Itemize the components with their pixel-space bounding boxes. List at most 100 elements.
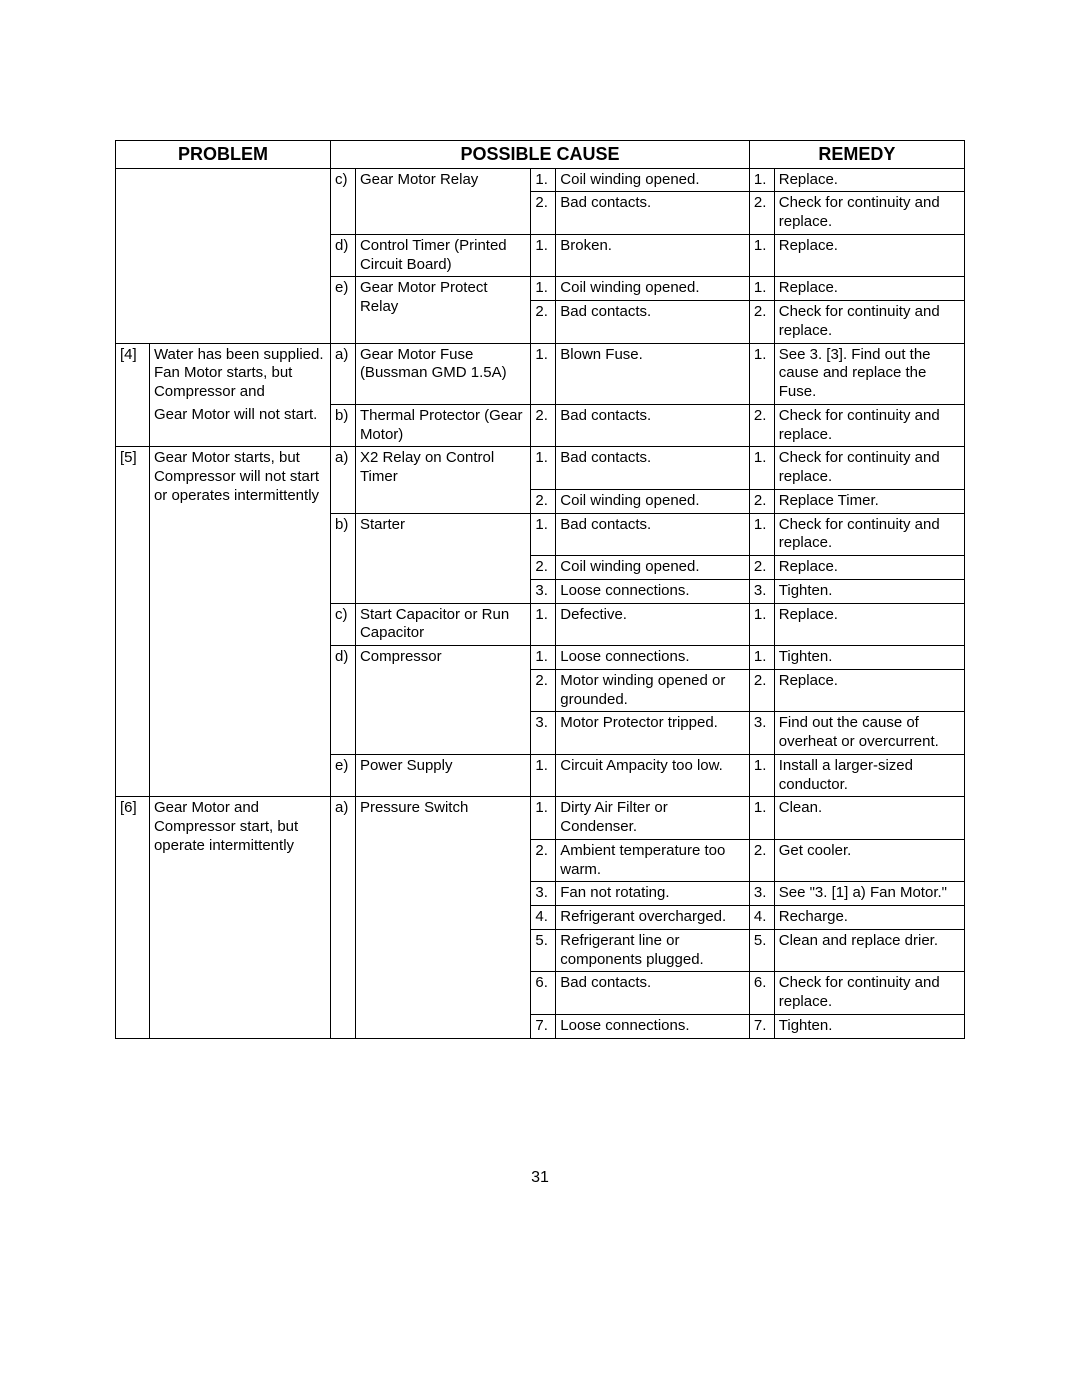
remedy-text: Get cooler. [774, 839, 964, 882]
table-row: [6] Gear Motor and Compressor start, but… [116, 797, 965, 840]
remedy-num: 2. [749, 839, 774, 882]
troubleshooting-table: PROBLEM POSSIBLE CAUSE REMEDY c) Gear Mo… [115, 140, 965, 1039]
page-number: 31 [0, 1169, 1080, 1187]
item-text: Loose connections. [556, 1014, 750, 1038]
item-num: 1. [531, 234, 556, 277]
cause-marker: a) [331, 447, 356, 513]
remedy-text: See "3. [1] a) Fan Motor." [774, 882, 964, 906]
remedy-text: Replace. [774, 277, 964, 301]
remedy-num: 2. [749, 301, 774, 344]
remedy-num: 3. [749, 882, 774, 906]
cause-text: Gear Motor Protect Relay [355, 277, 530, 343]
problem-text: Gear Motor and Compressor start, but ope… [149, 797, 330, 1038]
header-problem: PROBLEM [116, 141, 331, 169]
cause-marker: a) [331, 797, 356, 1038]
item-text: Refrigerant line or components plugged. [556, 929, 750, 972]
header-cause: POSSIBLE CAUSE [331, 141, 750, 169]
item-text: Coil winding opened. [556, 556, 750, 580]
table-row: c) Gear Motor Relay 1. Coil winding open… [116, 168, 965, 192]
cause-text: Start Capacitor or Run Capacitor [355, 603, 530, 646]
item-text: Bad contacts. [556, 404, 750, 447]
remedy-text: Install a larger-sized conductor. [774, 754, 964, 797]
remedy-num: 1. [749, 646, 774, 670]
remedy-num: 2. [749, 669, 774, 712]
cause-marker: b) [331, 404, 356, 447]
item-num: 2. [531, 301, 556, 344]
item-num: 2. [531, 839, 556, 882]
remedy-text: Check for continuity and replace. [774, 447, 964, 490]
item-num: 2. [531, 192, 556, 235]
remedy-num: 1. [749, 754, 774, 797]
remedy-num: 2. [749, 404, 774, 447]
problem-num: [4] [116, 343, 150, 404]
remedy-num: 1. [749, 797, 774, 840]
remedy-text: Check for continuity and replace. [774, 513, 964, 556]
item-text: Bad contacts. [556, 301, 750, 344]
remedy-text: Clean. [774, 797, 964, 840]
item-num: 3. [531, 712, 556, 755]
remedy-text: Check for continuity and replace. [774, 192, 964, 235]
remedy-text: Clean and replace drier. [774, 929, 964, 972]
cause-text: Power Supply [355, 754, 530, 797]
item-text: Blown Fuse. [556, 343, 750, 404]
problem-text: Water has been supplied. Fan Motor start… [149, 343, 330, 404]
item-text: Loose connections. [556, 579, 750, 603]
remedy-num: 4. [749, 906, 774, 930]
remedy-text: Tighten. [774, 1014, 964, 1038]
remedy-text: Check for continuity and replace. [774, 404, 964, 447]
page: PROBLEM POSSIBLE CAUSE REMEDY c) Gear Mo… [0, 0, 1080, 1397]
problem-text: Gear Motor will not start. [149, 404, 330, 447]
cause-marker: e) [331, 277, 356, 343]
problem-text: Gear Motor starts, but Compressor will n… [149, 447, 330, 797]
item-num: 5. [531, 929, 556, 972]
cause-marker: a) [331, 343, 356, 404]
cause-text: Gear Motor Relay [355, 168, 530, 234]
table-header-row: PROBLEM POSSIBLE CAUSE REMEDY [116, 141, 965, 169]
item-text: Circuit Ampacity too low. [556, 754, 750, 797]
remedy-text: Tighten. [774, 579, 964, 603]
cause-text: Compressor [355, 646, 530, 755]
remedy-text: Check for continuity and replace. [774, 301, 964, 344]
item-text: Bad contacts. [556, 972, 750, 1015]
remedy-num: 5. [749, 929, 774, 972]
remedy-text: Replace. [774, 669, 964, 712]
remedy-num: 2. [749, 489, 774, 513]
remedy-text: Recharge. [774, 906, 964, 930]
remedy-num: 6. [749, 972, 774, 1015]
cause-text: Control Timer (Printed Circuit Board) [355, 234, 530, 277]
remedy-num: 7. [749, 1014, 774, 1038]
item-text: Fan not rotating. [556, 882, 750, 906]
item-text: Broken. [556, 234, 750, 277]
item-num: 1. [531, 513, 556, 556]
remedy-num: 2. [749, 192, 774, 235]
remedy-num: 3. [749, 712, 774, 755]
cause-text: Pressure Switch [355, 797, 530, 1038]
table-row: Gear Motor will not start. b) Thermal Pr… [116, 404, 965, 447]
item-text: Ambient temperature too warm. [556, 839, 750, 882]
item-text: Motor Protector tripped. [556, 712, 750, 755]
item-num: 2. [531, 669, 556, 712]
remedy-num: 1. [749, 277, 774, 301]
item-num: 7. [531, 1014, 556, 1038]
remedy-num: 3. [749, 579, 774, 603]
header-remedy: REMEDY [749, 141, 964, 169]
item-text: Bad contacts. [556, 513, 750, 556]
remedy-text: See 3. [3]. Find out the cause and repla… [774, 343, 964, 404]
remedy-text: Find out the cause of overheat or overcu… [774, 712, 964, 755]
cause-marker: b) [331, 513, 356, 603]
item-text: Coil winding opened. [556, 489, 750, 513]
cause-text: Gear Motor Fuse (Bussman GMD 1.5A) [355, 343, 530, 404]
remedy-num: 1. [749, 234, 774, 277]
table-row: [4] Water has been supplied. Fan Motor s… [116, 343, 965, 404]
item-num: 1. [531, 603, 556, 646]
item-num: 1. [531, 343, 556, 404]
problem-num: [5] [116, 447, 150, 797]
remedy-num: 1. [749, 513, 774, 556]
cause-text: X2 Relay on Control Timer [355, 447, 530, 513]
item-num: 2. [531, 489, 556, 513]
item-num: 3. [531, 579, 556, 603]
remedy-num: 1. [749, 168, 774, 192]
remedy-num: 1. [749, 447, 774, 490]
remedy-text: Replace. [774, 168, 964, 192]
item-text: Dirty Air Filter or Condenser. [556, 797, 750, 840]
